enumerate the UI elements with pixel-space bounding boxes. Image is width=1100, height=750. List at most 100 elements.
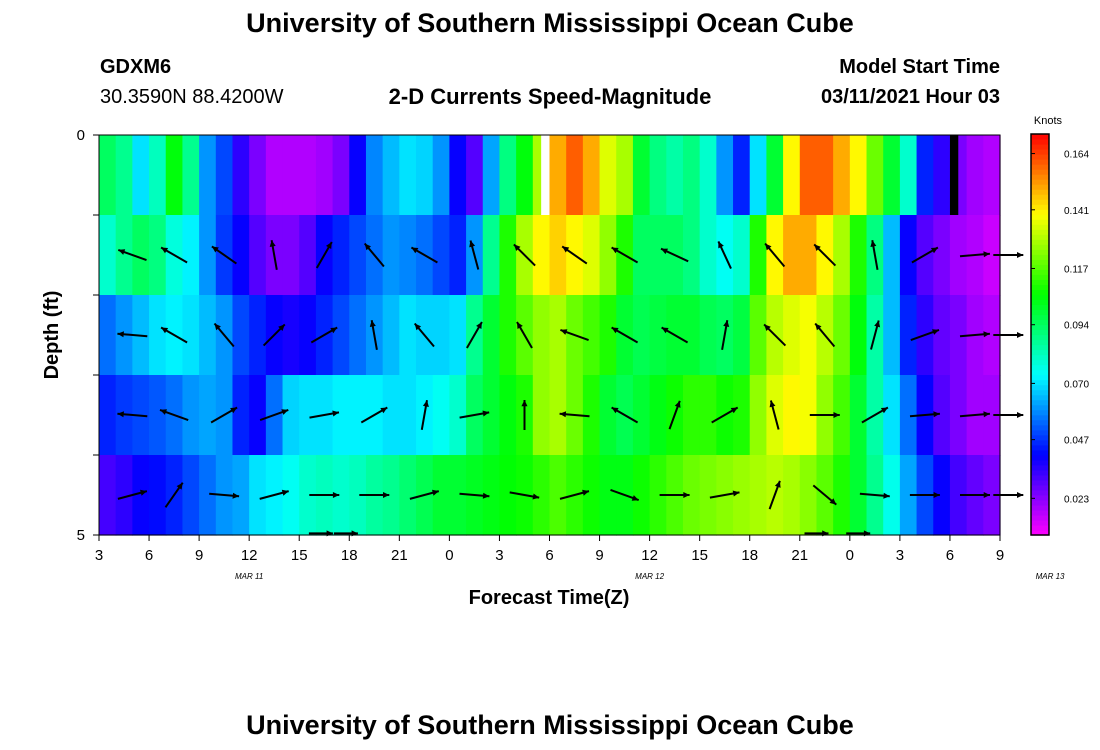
heatmap-cell [599,455,617,536]
colorbar-tick-label: 0.023 [1064,494,1089,505]
current-vector [213,322,235,348]
date-label: MAR 13 [1036,572,1065,581]
current-vector [521,400,528,430]
colorbar-segment [1031,474,1049,481]
heatmap-cell [332,215,350,296]
current-vector [960,492,990,498]
current-vector [959,411,990,418]
current-vector [768,480,781,510]
colorbar-segment [1031,459,1049,466]
current-vector [164,482,184,508]
heatmap-cell [249,295,267,376]
colorbar-segment [1031,389,1049,396]
heatmap-cell [382,375,400,456]
current-vector [611,406,639,424]
heatmap-cell [849,135,868,216]
current-vector [560,328,589,342]
colorbar-segment [1031,324,1049,331]
model-start-value: 03/11/2021 Hour 03 [820,86,1000,108]
x-axis-label: Forecast Time(Z) [469,587,630,609]
heatmap-cell [399,375,417,456]
current-vector [959,331,990,338]
colorbar-segment [1031,484,1049,491]
colorbar-segment [1031,269,1049,275]
heatmap-cell [482,295,501,376]
heatmap-cell [99,375,117,456]
current-vector [814,322,836,348]
colorbar-segment [1031,134,1049,140]
current-vector [117,489,148,500]
current-vector [659,492,690,498]
heatmap-cell [499,375,517,456]
colorbar-segment [1031,464,1049,471]
heatmap-cell [566,135,584,216]
heatmap-cell [332,455,350,536]
heatmap-cell [299,455,317,536]
heatmap-cell [733,215,751,296]
heatmap-cell [799,375,818,456]
x-tick-label: 0 [445,547,453,564]
colorbar-segment [1031,194,1049,200]
heatmap-cell [549,215,567,296]
heatmap-cell [332,295,350,376]
x-tick-label: 3 [95,547,103,564]
x-tick-label: 0 [846,547,854,564]
heatmap-cell [849,375,868,456]
heatmap-cell [349,375,367,456]
heatmap-cell [215,135,234,216]
colorbar-tick-label: 0.047 [1064,436,1089,447]
heatmap-cell [482,215,501,296]
colorbar-segment [1031,254,1049,260]
chart-title-bottom: University of Southern Mississippi Ocean… [246,710,854,740]
heatmap-cell [365,135,384,216]
colorbar-segment [1031,499,1049,506]
current-vector [310,326,338,344]
heatmap-cell [449,295,467,376]
heatmap-cell [966,135,984,216]
heatmap-cell [682,295,701,376]
heatmap-cell [649,135,667,216]
current-vector [262,323,286,347]
heatmap-cell [249,135,267,216]
heatmap-cell [599,215,617,296]
current-vector [559,411,590,418]
colorbar-segment [1031,314,1049,321]
heatmap-cell [349,295,367,376]
heatmap-cell [933,375,951,456]
heatmap-cell [132,135,150,216]
heatmap-cell [149,215,167,296]
heatmap-cell [449,375,467,456]
y-tick-label: 5 [77,527,85,544]
heatmap-cell [499,215,517,296]
colorbar-segment [1031,189,1049,195]
heatmap-cell [482,375,501,456]
heatmap-cell [149,295,167,376]
current-vectors [117,240,1024,537]
heatmap-cell [682,215,701,296]
x-tick-label: 6 [946,547,954,564]
colorbar-tick-label: 0.070 [1064,379,1089,390]
heatmap-cell [382,295,400,376]
x-axis: 3 6 9 12 15 18 21 0 3 6 9 12 15 18 21 0 3 6 9 MAR 11 MAR 12 M… [95,535,1065,581]
current-vector [360,406,388,424]
colorbar-segment [1031,519,1049,526]
colorbar-segment [1031,524,1049,531]
current-vector [721,320,730,350]
heatmap-cell [599,135,617,216]
heatmap-cell [149,455,167,536]
heatmap-cell [582,135,601,216]
colorbar-segment [1031,179,1049,185]
heatmap-cell [616,135,634,216]
heatmap-cell [182,375,200,456]
heatmap-cell [149,375,167,456]
heatmap-cell [499,295,517,376]
colorbar-tick-label: 0.117 [1064,264,1089,275]
heatmap-cell [99,455,117,536]
colorbar-segment [1031,304,1049,311]
date-label: MAR 12 [635,572,664,581]
heatmap-cell [199,215,217,296]
heatmap-cell [866,135,884,216]
colorbar-segment [1031,224,1049,230]
heatmap-cell [983,375,1001,456]
current-vector [513,243,536,267]
